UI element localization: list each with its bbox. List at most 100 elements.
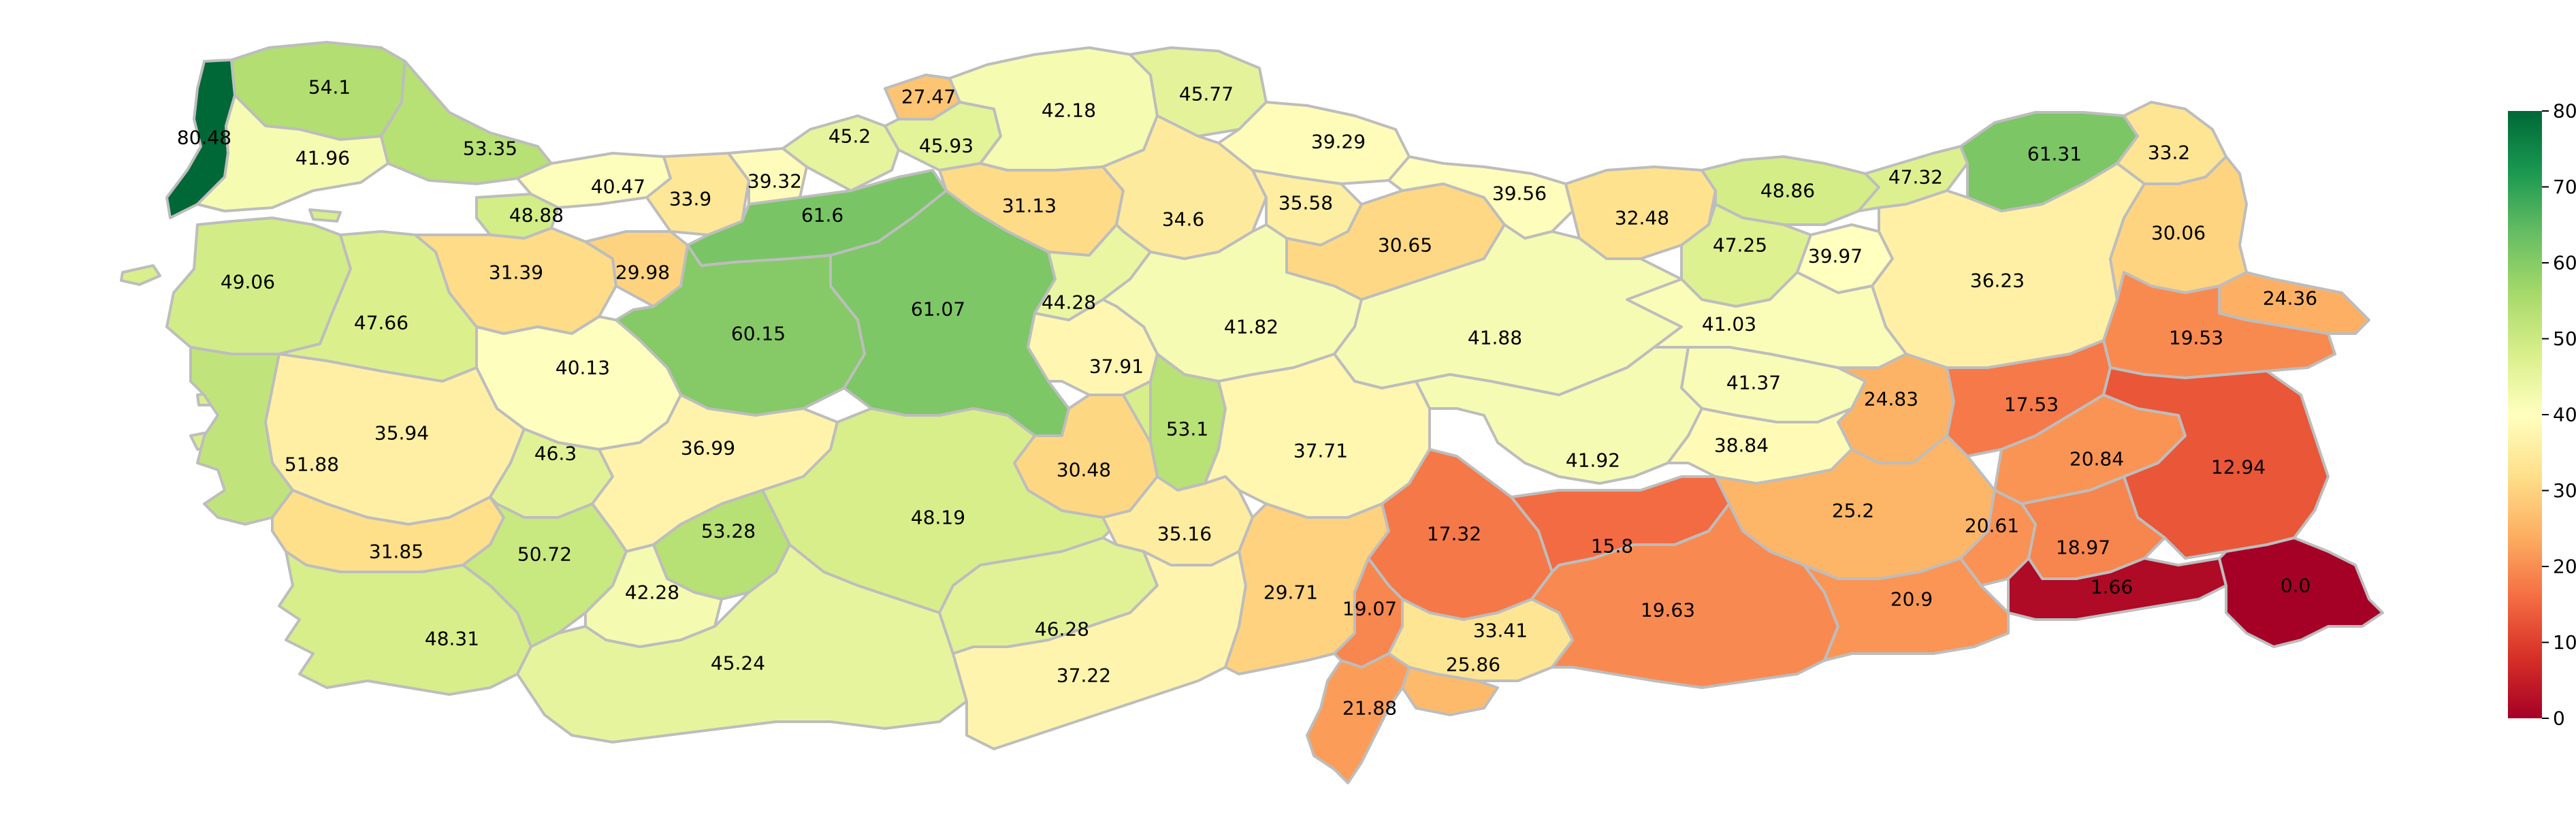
colorbar-ticks: 0 10 20 30 40 50 60 70 80 — [2542, 100, 2576, 730]
province-sanliurfa — [1530, 502, 1839, 689]
province-value-label: 40.13 — [556, 357, 610, 379]
province-value-label: 33.9 — [669, 188, 711, 210]
province-value-label: 31.13 — [1002, 195, 1057, 217]
colorbar-tick-label: 40 — [2553, 404, 2576, 426]
province-value-label: 45.93 — [919, 135, 973, 157]
province-value-label: 39.29 — [1311, 131, 1366, 153]
province-value-label: 33.2 — [2148, 142, 2190, 164]
colorbar-tick-label: 60 — [2553, 252, 2576, 274]
province-value-label: 31.39 — [489, 261, 543, 284]
province-value-label: 42.28 — [625, 581, 679, 604]
province-hakkari — [2218, 537, 2384, 648]
province-kocaeli — [516, 152, 672, 209]
province-value-label: 41.96 — [295, 147, 350, 170]
province-value-label: 38.84 — [1714, 434, 1769, 457]
province-value-label: 24.36 — [2263, 287, 2317, 310]
colorbar: 0 10 20 30 40 50 60 70 80 — [2508, 100, 2576, 730]
province-value-label: 48.88 — [509, 204, 564, 227]
province-value-label: 41.82 — [1224, 316, 1278, 338]
province-value-label: 41.88 — [1468, 327, 1522, 349]
colorbar-tick-label: 70 — [2553, 176, 2576, 198]
province-value-label: 34.6 — [1162, 208, 1204, 231]
province-bursa — [414, 227, 617, 335]
colorbar-tick-label: 10 — [2553, 631, 2576, 654]
province-value-label: 29.98 — [615, 261, 670, 284]
province-labels: 80.48 54.1 41.96 53.35 40.47 33.9 39.32 … — [177, 76, 2317, 720]
province-value-label: 15.8 — [1591, 535, 1633, 558]
province-value-label: 80.48 — [177, 127, 231, 149]
province-value-label: 24.83 — [1864, 388, 1918, 411]
province-value-label: 35.16 — [1157, 523, 1212, 545]
province-value-label: 39.56 — [1492, 182, 1547, 205]
province-value-label: 36.23 — [1970, 270, 2025, 292]
province-mardin — [1803, 557, 2010, 662]
colorbar-tick-label: 20 — [2553, 556, 2576, 578]
province-value-label: 47.66 — [354, 312, 408, 334]
colorbar-tick-label: 50 — [2553, 327, 2576, 350]
province-value-label: 19.07 — [1342, 598, 1397, 620]
province-value-label: 21.88 — [1342, 697, 1397, 720]
province-value-label: 39.97 — [1808, 245, 1863, 268]
province-value-label: 30.65 — [1378, 234, 1432, 257]
province-value-label: 30.48 — [1057, 459, 1111, 481]
province-value-label: 29.71 — [1263, 581, 1318, 604]
province-value-label: 1.66 — [2091, 576, 2133, 598]
province-kilis — [1401, 666, 1499, 716]
province-value-label: 19.63 — [1641, 599, 1695, 622]
province-value-label: 32.48 — [1615, 207, 1669, 229]
province-value-label: 31.85 — [369, 541, 423, 563]
province-value-label: 41.37 — [1726, 372, 1781, 394]
province-value-label: 61.6 — [801, 204, 843, 227]
province-value-label: 37.22 — [1057, 665, 1111, 687]
province-value-label: 17.32 — [1427, 523, 1481, 545]
province-value-label: 41.92 — [1566, 449, 1620, 472]
province-value-label: 45.2 — [828, 125, 871, 148]
province-value-label: 39.32 — [747, 170, 802, 193]
province-value-label: 45.77 — [1179, 83, 1234, 106]
provinces-layer — [165, 41, 2384, 784]
province-value-label: 40.47 — [591, 176, 645, 198]
province-value-label: 47.32 — [1888, 166, 1943, 189]
province-hatay — [1306, 652, 1411, 784]
island-gokceada — [120, 264, 161, 286]
province-value-label: 20.9 — [1890, 588, 1933, 611]
province-value-label: 0.0 — [2281, 575, 2311, 597]
province-value-label: 44.28 — [1042, 291, 1096, 314]
province-value-label: 27.47 — [901, 86, 956, 108]
province-value-label: 37.91 — [1089, 355, 1144, 378]
colorbar-tick-label: 80 — [2553, 100, 2576, 123]
province-value-label: 17.53 — [2004, 394, 2059, 416]
province-value-label: 53.28 — [701, 520, 756, 543]
province-value-label: 47.25 — [1713, 234, 1767, 257]
province-value-label: 41.03 — [1702, 313, 1756, 336]
province-value-label: 35.94 — [374, 422, 429, 445]
province-value-label: 48.86 — [1760, 180, 1815, 202]
province-value-label: 54.1 — [308, 76, 351, 99]
province-value-label: 45.24 — [711, 652, 765, 675]
province-value-label: 46.28 — [1035, 618, 1089, 641]
province-izmir — [189, 346, 294, 526]
province-value-label: 49.06 — [221, 271, 275, 293]
colorbar-gradient — [2508, 111, 2542, 718]
island-marmara — [308, 208, 342, 223]
province-istanbul — [380, 60, 553, 185]
province-value-label: 33.41 — [1473, 620, 1528, 642]
province-value-label: 61.07 — [911, 298, 965, 321]
province-value-label: 61.31 — [2027, 143, 2082, 165]
province-value-label: 20.84 — [2070, 448, 2124, 470]
province-value-label: 51.88 — [285, 453, 339, 476]
province-value-label: 48.19 — [911, 507, 965, 529]
province-value-label: 53.1 — [1166, 418, 1208, 441]
province-ordu — [1387, 155, 1574, 240]
province-value-label: 42.18 — [1042, 99, 1096, 122]
province-value-label: 25.2 — [1832, 500, 1874, 522]
province-tekirdag — [196, 94, 389, 212]
province-value-label: 46.3 — [534, 443, 577, 465]
province-value-label: 30.06 — [2151, 222, 2206, 244]
colorbar-tick-label: 30 — [2553, 479, 2576, 502]
province-value-label: 60.15 — [731, 323, 786, 345]
colorbar-tick-label: 0 — [2553, 707, 2565, 730]
province-value-label: 48.31 — [425, 628, 479, 650]
province-value-label: 50.72 — [517, 543, 572, 566]
